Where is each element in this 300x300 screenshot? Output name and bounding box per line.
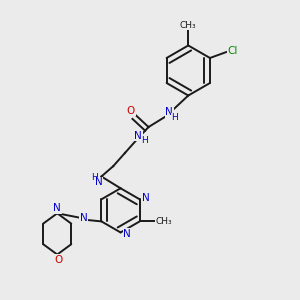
Text: N: N [142,193,150,203]
Text: CH₃: CH₃ [155,217,172,226]
Text: H: H [171,113,178,122]
Text: N: N [123,229,131,239]
Text: CH₃: CH₃ [180,21,196,30]
Text: N: N [165,107,173,117]
Text: O: O [55,255,63,265]
Text: N: N [134,131,142,141]
Text: N: N [80,214,88,224]
Text: O: O [127,106,135,116]
Text: H: H [142,136,148,145]
Text: N: N [53,203,61,213]
Text: N: N [94,177,102,188]
Text: Cl: Cl [227,46,238,56]
Text: H: H [91,172,98,182]
